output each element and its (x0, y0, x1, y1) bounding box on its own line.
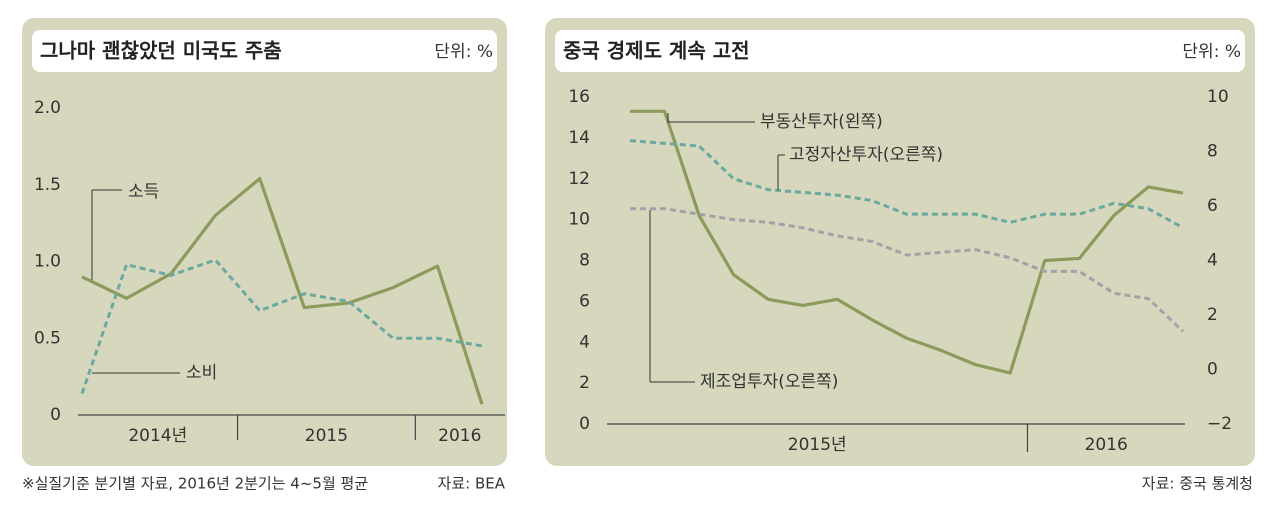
series-line (630, 207, 1185, 333)
series-line (81, 177, 484, 405)
series-label: 소득 (128, 182, 159, 202)
y2-tick-label: 0 (1207, 360, 1218, 380)
y-tick-label: 1.0 (34, 252, 61, 272)
x-group-label: 2014년 (128, 426, 187, 446)
y2-tick-label: −2 (1207, 414, 1232, 434)
y2-tick-label: 2 (1207, 305, 1218, 325)
chart-title: 그나마 괜찮았던 미국도 주춤 (40, 39, 282, 63)
x-group-label: 2016 (1085, 435, 1128, 455)
y2-tick-label: 6 (1207, 196, 1218, 216)
y-tick-label: 10 (568, 210, 590, 230)
panel (22, 18, 507, 466)
title-bar (555, 30, 1245, 72)
series-line (630, 109, 1184, 375)
chart-title: 중국 경제도 계속 고전 (563, 39, 750, 63)
y-tick-label: 2 (579, 373, 590, 393)
y2-tick-label: 10 (1207, 87, 1229, 107)
x-group-label: 2015 (305, 426, 348, 446)
y-tick-label: 6 (579, 291, 590, 311)
series-label: 고정자산투자(오른쪽) (789, 145, 943, 165)
x-group-label: 2016 (438, 426, 481, 446)
series-label: 제조업투자(오른쪽) (700, 372, 838, 392)
y-tick-label: 14 (568, 128, 590, 148)
y2-tick-label: 8 (1207, 142, 1218, 162)
unit-label: 단위: % (1182, 42, 1241, 62)
series-line (80, 258, 483, 394)
x-group-label: 2015년 (788, 435, 847, 455)
y-tick-label: 0 (50, 405, 61, 425)
series-label: 부동산투자(왼쪽) (760, 112, 883, 132)
y-tick-label: 0.5 (34, 328, 61, 348)
title-bar (32, 30, 497, 72)
y-tick-label: 0 (579, 414, 590, 434)
y-tick-label: 8 (579, 251, 590, 271)
y-tick-label: 16 (568, 87, 590, 107)
y-tick-label: 4 (579, 332, 590, 352)
y-tick-label: 12 (568, 169, 590, 189)
source: 자료: 중국 통계청 (1142, 475, 1253, 493)
y2-tick-label: 4 (1207, 251, 1218, 271)
y-tick-label: 2.0 (34, 98, 61, 118)
unit-label: 단위: % (434, 42, 493, 62)
footnote: ※실질기준 분기별 자료, 2016년 2분기는 4~5월 평균 (22, 475, 368, 493)
y-tick-label: 1.5 (34, 175, 61, 195)
series-line (629, 139, 1184, 230)
series-label: 소비 (186, 363, 217, 383)
source: 자료: BEA (438, 475, 506, 493)
panel (545, 18, 1255, 466)
